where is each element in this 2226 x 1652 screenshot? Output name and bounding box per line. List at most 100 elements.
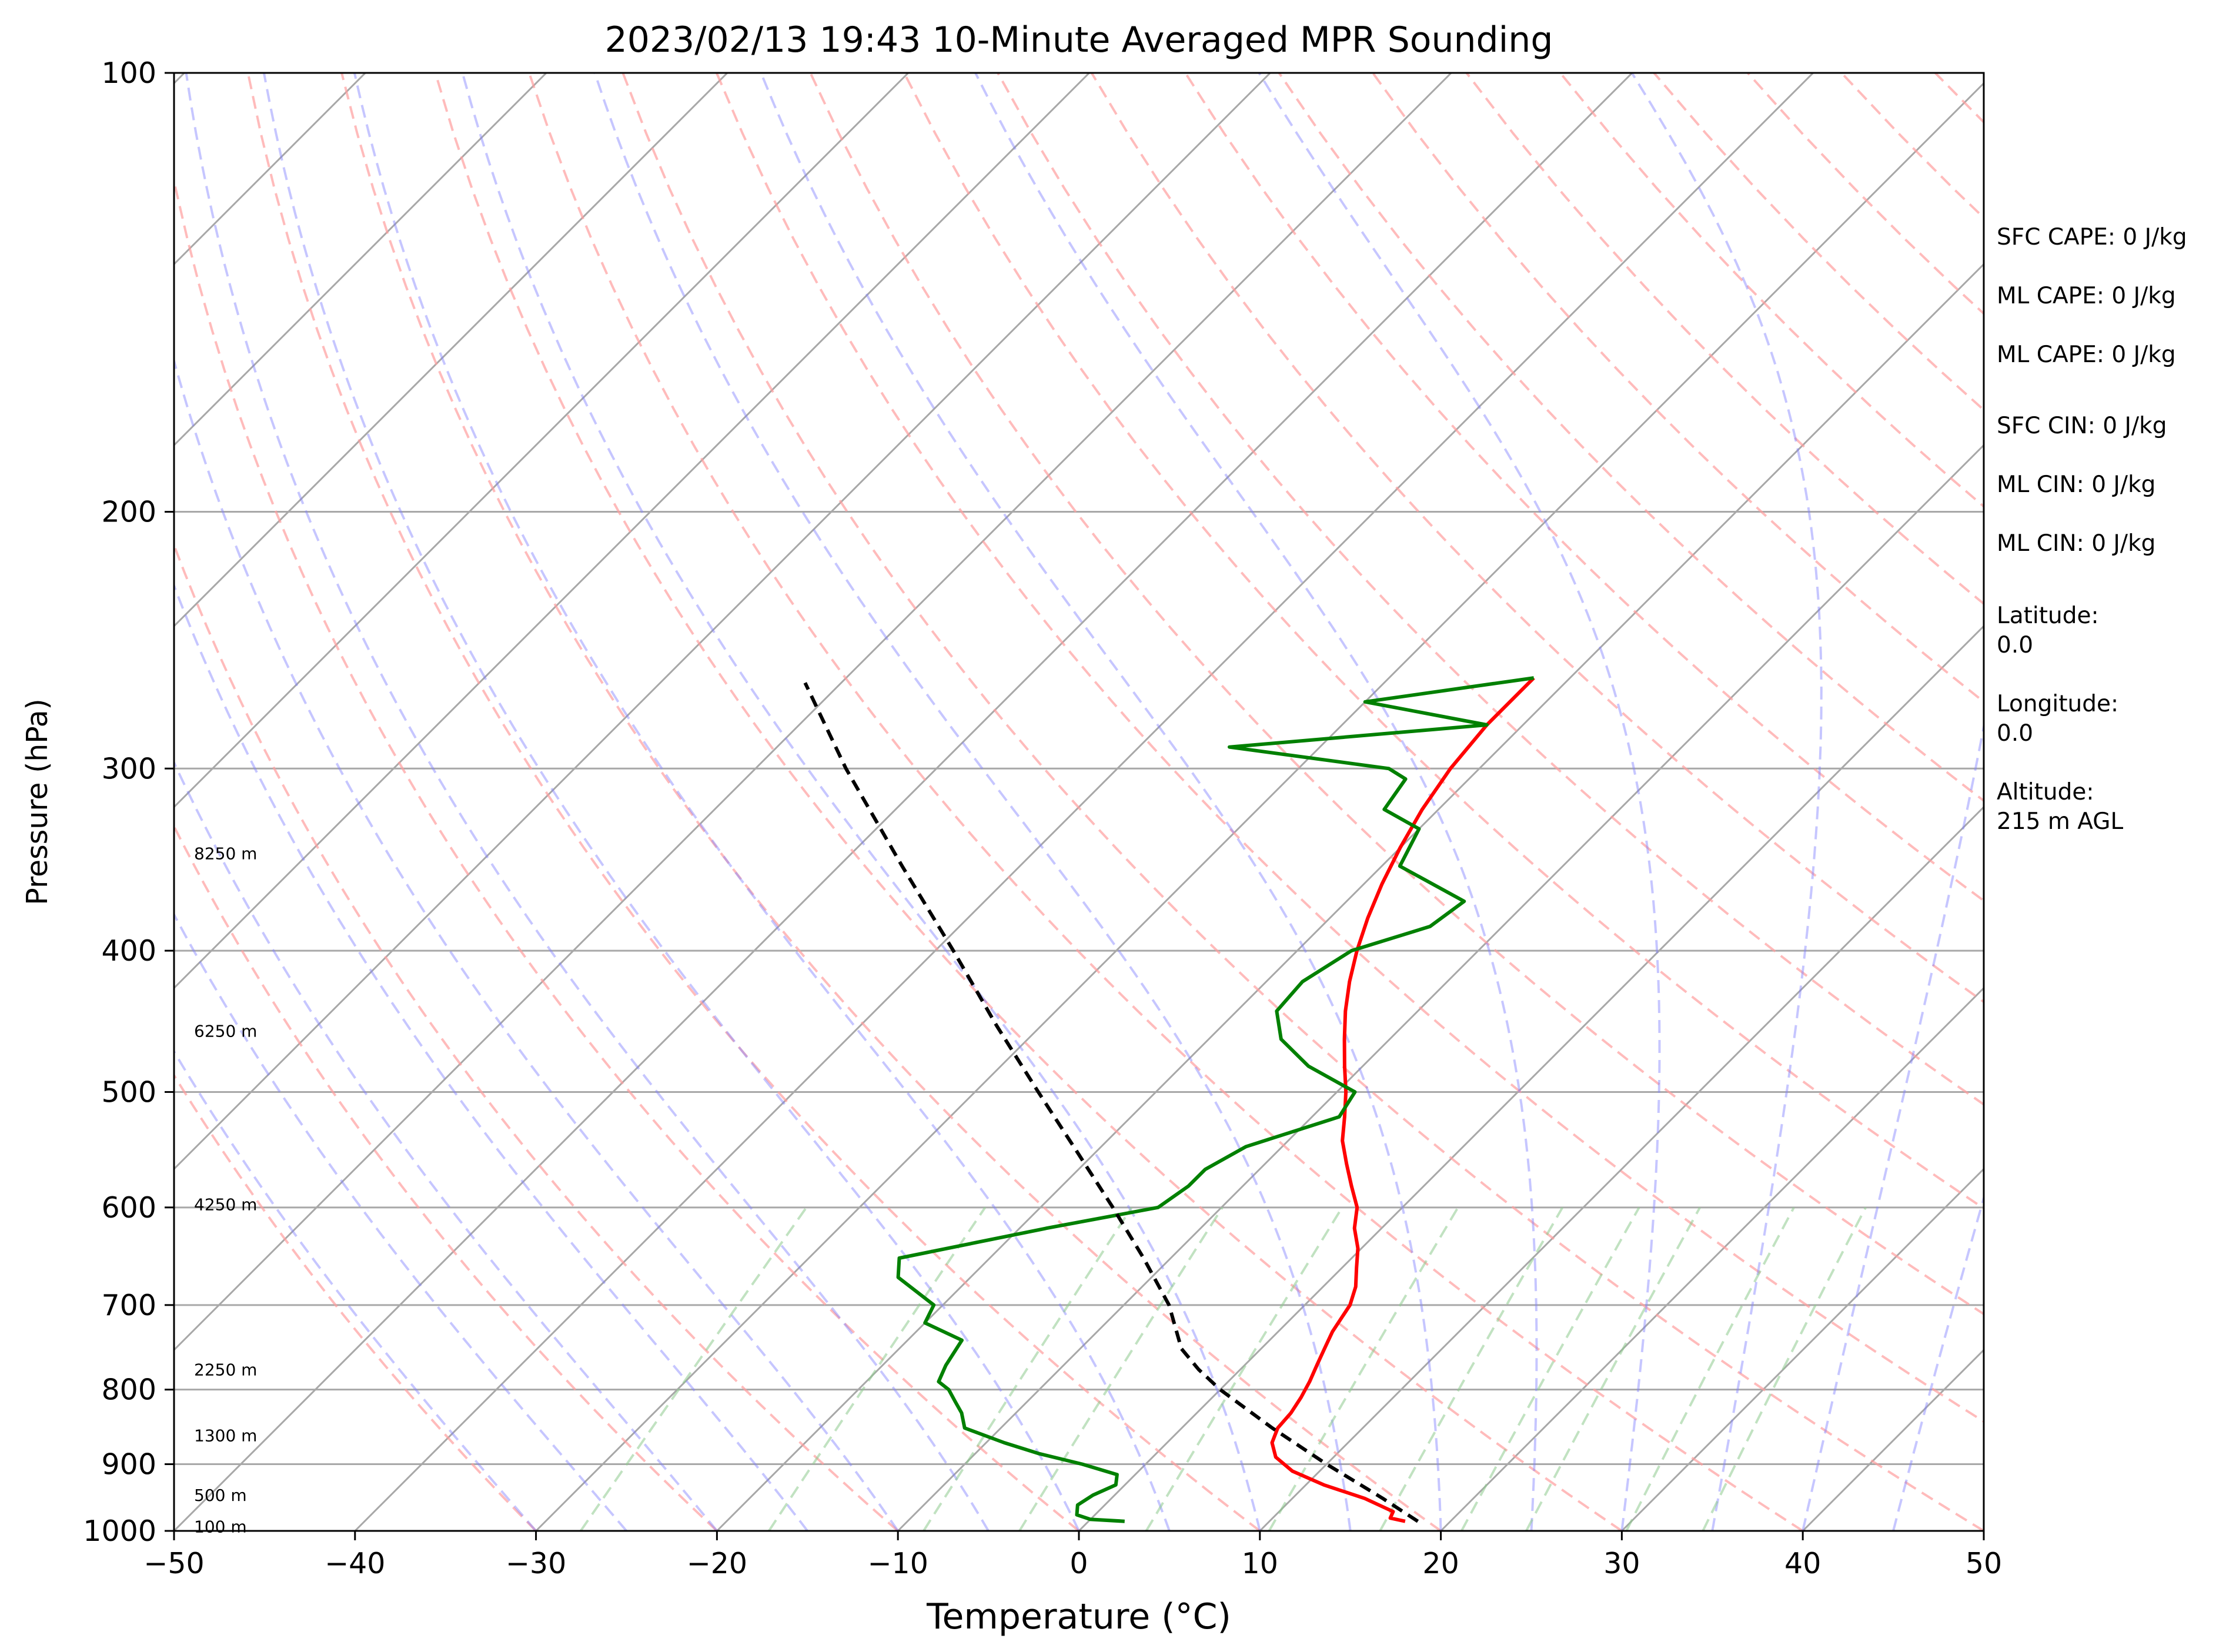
temperature-line <box>1270 676 1535 1523</box>
y-tick-label: 900 <box>101 1448 156 1482</box>
y-tick-label: 300 <box>101 752 156 785</box>
dry-adiabat <box>174 541 899 1531</box>
x-tick-label: 50 <box>1966 1547 2002 1580</box>
mixing-ratio-line <box>768 1206 987 1531</box>
info-sfc-cin: SFC CIN: 0 J/kg <box>1997 413 2167 439</box>
dry-adiabat <box>246 73 1261 1531</box>
height-label: 6250 m <box>194 1021 257 1041</box>
dry-adiabat <box>1184 73 1984 902</box>
height-label: 1300 m <box>194 1426 257 1446</box>
dry-adiabat <box>1090 73 1984 1004</box>
moist-adiabat <box>1258 73 1661 1531</box>
dry-adiabat <box>809 73 1984 1316</box>
dry-adiabat <box>174 174 1080 1531</box>
moist-adiabat <box>974 73 1538 1531</box>
y-tick-label: 500 <box>101 1075 156 1109</box>
info-sfc-cape: SFC CAPE: 0 J/kg <box>1997 224 2187 250</box>
dry-adiabat <box>1372 73 1984 704</box>
x-axis-ticks: −50 −40 −30 −20 −10 0 10 20 30 40 50 <box>143 1531 2002 1580</box>
dry-adiabat <box>528 73 1804 1531</box>
info-latitude-value: 0.0 <box>1997 632 2033 658</box>
height-label: 8250 m <box>194 844 257 864</box>
x-tick-label: −10 <box>867 1547 928 1580</box>
moist-adiabat <box>1801 720 1984 1531</box>
x-tick-label: −40 <box>325 1547 385 1580</box>
moist-adiabat <box>461 73 1261 1531</box>
isotherm--60 <box>174 73 1452 1352</box>
x-tick-label: −30 <box>506 1547 566 1580</box>
info-longitude-label: Longitude: <box>1997 691 2118 717</box>
isotherm-0 <box>1078 624 1984 1531</box>
x-tick-label: −20 <box>687 1547 747 1580</box>
info-ml-cin-2: ML CIN: 0 J/kg <box>1997 530 2155 557</box>
info-panel: SFC CAPE: 0 J/kg ML CAPE: 0 J/kg ML CAPE… <box>1997 224 2187 835</box>
mixing-ratio-line <box>1145 1206 1343 1531</box>
info-altitude-label: Altitude: <box>1997 779 2094 805</box>
isotherm--10 <box>897 444 1984 1531</box>
background-lines <box>174 73 1984 1531</box>
y-tick-label: 600 <box>101 1191 156 1225</box>
info-longitude-value: 0.0 <box>1997 720 2033 747</box>
series-layer <box>803 676 1535 1523</box>
chart-title: 2023/02/13 19:43 10-Minute Averaged MPR … <box>605 19 1553 61</box>
mixing-ratio-line <box>923 1206 1133 1531</box>
moist-adiabat <box>353 73 1171 1531</box>
y-tick-label: 100 <box>101 56 156 90</box>
y-tick-label: 400 <box>101 934 156 968</box>
dry-adiabat <box>621 73 1984 1531</box>
dry-adiabat <box>174 824 718 1531</box>
mixing-ratio-line <box>1268 1206 1459 1531</box>
isotherm--30 <box>535 82 1984 1531</box>
dewpoint-line <box>896 676 1535 1523</box>
isotherm--110 <box>174 73 547 447</box>
isotherm--80 <box>174 73 1090 989</box>
mixing-ratio-line <box>1018 1206 1224 1531</box>
isotherm--90 <box>174 73 909 808</box>
info-ml-cin: ML CIN: 0 J/kg <box>1997 471 2155 498</box>
x-tick-label: 0 <box>1069 1547 1088 1580</box>
isotherm--20 <box>716 263 1984 1531</box>
info-ml-cape: ML CAPE: 0 J/kg <box>1997 283 2176 309</box>
moist-adiabat <box>262 73 1080 1531</box>
moist-adiabat <box>174 1049 537 1531</box>
moist-adiabat <box>174 582 808 1531</box>
mixing-ratio-line <box>1379 1206 1564 1531</box>
dry-adiabat <box>903 73 1984 1210</box>
moist-adiabat <box>174 912 628 1531</box>
mixing-ratio-line <box>579 1206 808 1531</box>
x-tick-label: 10 <box>1242 1547 1278 1580</box>
isotherm--40 <box>354 73 1814 1531</box>
moist-adiabat <box>593 73 1352 1531</box>
y-axis-label: Pressure (hPa) <box>21 698 54 905</box>
dry-adiabat <box>340 73 1442 1531</box>
x-tick-label: 30 <box>1603 1547 1640 1580</box>
isotherm--70 <box>174 73 1271 1171</box>
x-axis-label: Temperature (°C) <box>926 1596 1231 1637</box>
moist-adiabat <box>1630 73 1823 1531</box>
dry-adiabat <box>997 73 1984 1106</box>
moist-adiabat <box>185 73 990 1531</box>
moist-adiabat <box>174 760 718 1531</box>
height-label: 100 m <box>194 1517 247 1536</box>
mixing-ratio-line <box>1625 1206 1795 1531</box>
y-axis-ticks: 1000 900 800 700 600 500 400 300 200 100 <box>83 56 174 1548</box>
info-ml-cape-2: ML CAPE: 0 J/kg <box>1997 342 2176 368</box>
moist-adiabat <box>174 356 899 1531</box>
moist-adiabat <box>760 73 1442 1531</box>
mixing-ratio-line <box>1460 1206 1640 1531</box>
x-tick-label: 20 <box>1422 1547 1459 1580</box>
dry-adiabat <box>174 1073 537 1531</box>
info-altitude-value: 215 m AGL <box>1997 808 2123 835</box>
y-tick-label: 200 <box>101 496 156 529</box>
isotherm-30 <box>1621 1168 1984 1531</box>
x-tick-label: 40 <box>1784 1547 1821 1580</box>
dry-adiabat <box>1278 73 1984 802</box>
mixing-ratio-line <box>1702 1206 1867 1531</box>
isotherm--50 <box>174 73 1633 1531</box>
isotherm--100 <box>174 73 728 628</box>
isotherm-10 <box>1259 805 1984 1531</box>
moist-adiabat <box>1892 1193 1984 1531</box>
height-label: 2250 m <box>194 1360 257 1379</box>
